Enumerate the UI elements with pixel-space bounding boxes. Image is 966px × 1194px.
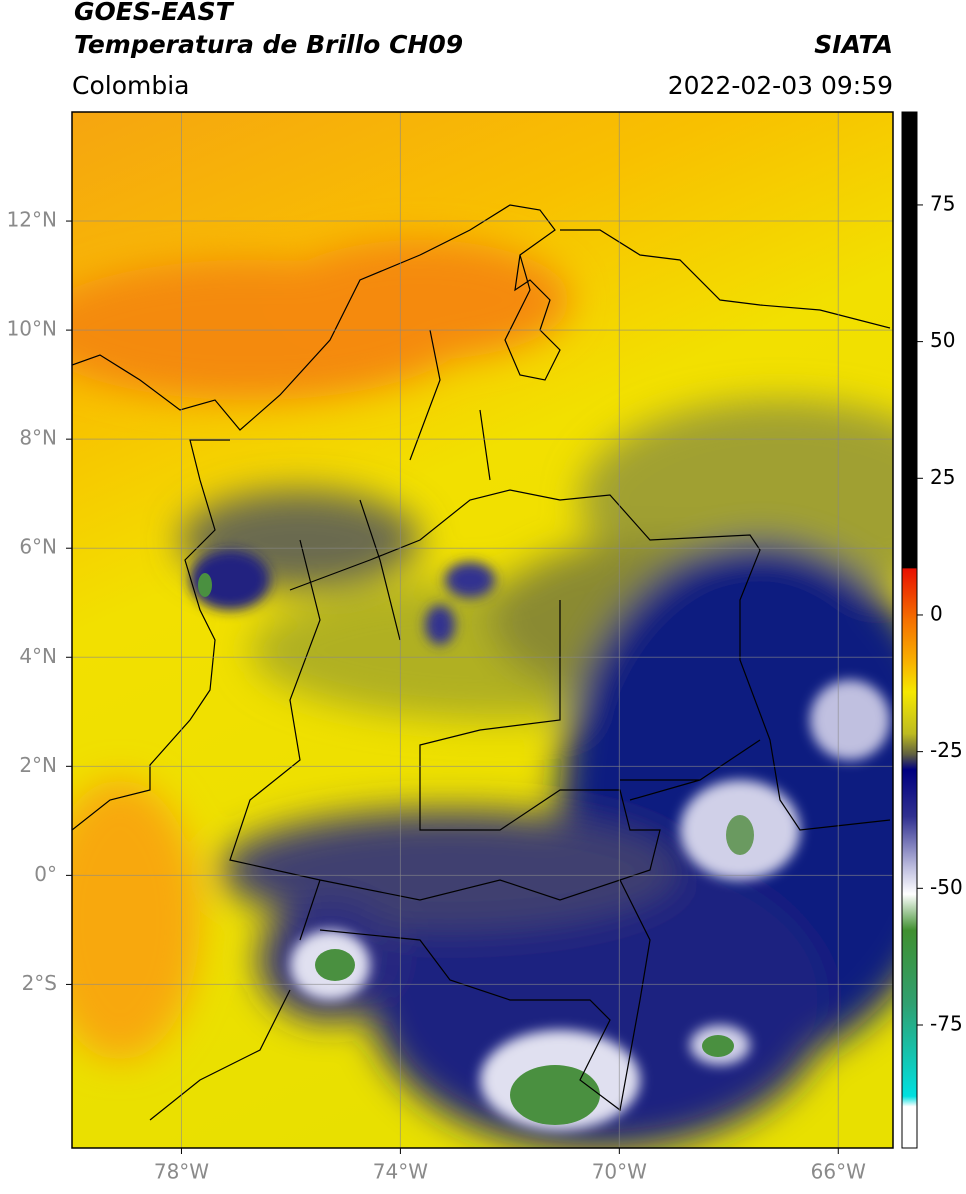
y-tick-label: 8°N xyxy=(19,426,57,450)
colorbar-tick-label: 50 xyxy=(930,328,955,352)
y-tick-label: 10°N xyxy=(7,317,57,341)
title: GOES-EAST xyxy=(74,0,235,26)
region: Colombia xyxy=(72,71,189,100)
grid xyxy=(72,112,893,1148)
timestamp: 2022-02-03 09:59 xyxy=(668,71,893,100)
colorbar-tick-label: 0 xyxy=(930,601,943,625)
y-tick-label: 2°S xyxy=(22,971,57,995)
colorbar-tick-label: -50 xyxy=(930,875,963,899)
x-tick-label: 70°W xyxy=(592,1160,647,1184)
satellite-image xyxy=(72,112,893,1148)
y-tick-label: 12°N xyxy=(7,208,57,232)
colorbar-tick-label: 25 xyxy=(930,465,955,489)
y-tick-label: 4°N xyxy=(19,644,57,668)
colorbar xyxy=(901,111,918,1149)
colorbar-ticks: 75 50 25 0 -25 -50 -75 xyxy=(917,191,963,1035)
source: SIATA xyxy=(814,30,893,59)
x-tick-label: 78°W xyxy=(154,1160,209,1184)
y-tick-label: 2°N xyxy=(19,753,57,777)
colorbar-tick-label: 75 xyxy=(930,191,955,215)
y-tick-label: 0° xyxy=(34,862,57,886)
colorbar-tick-label: -75 xyxy=(930,1011,963,1035)
x-tick-label: 66°W xyxy=(811,1160,866,1184)
colorbar-tick-label: -25 xyxy=(930,738,963,762)
x-tick-label: 74°W xyxy=(373,1160,428,1184)
map-frame xyxy=(71,111,894,1149)
y-tick-label: 6°N xyxy=(19,535,57,559)
subtitle: Temperatura de Brillo CH09 xyxy=(74,30,463,59)
